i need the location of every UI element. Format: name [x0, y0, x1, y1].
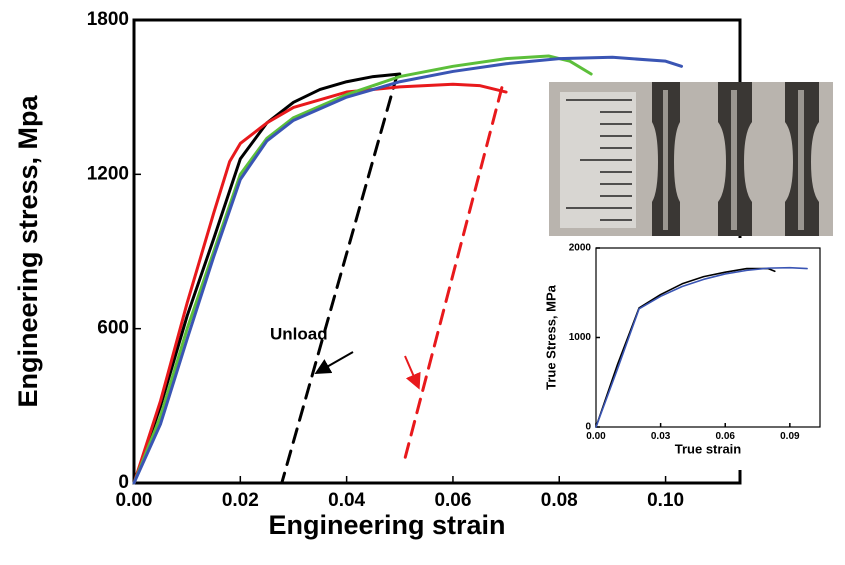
y-tick-label: 1800 [87, 9, 129, 30]
y-tick-label: 1000 [569, 332, 592, 343]
x-tick-label: 0.08 [541, 490, 578, 511]
x-tick-label: 0.10 [647, 490, 684, 511]
x-tick-label: 0.06 [434, 490, 471, 511]
y-tick-label: 2000 [569, 243, 592, 254]
y-tick-label: 600 [97, 318, 129, 339]
x-axis-label: Engineering strain [268, 510, 505, 540]
y-axis-label: True Stress, MPa [543, 284, 558, 390]
x-tick-label: 0.00 [116, 490, 153, 511]
y-tick-label: 1200 [87, 163, 129, 184]
x-tick-label: 0.00 [586, 431, 606, 442]
y-axis-label: Engineering stress, Mpa [13, 94, 43, 407]
photo [549, 82, 833, 236]
series-line [132, 55, 684, 485]
arrow [314, 351, 354, 374]
x-tick-label: 0.09 [780, 431, 800, 442]
x-tick-label: 0.03 [651, 431, 671, 442]
series-line [132, 82, 508, 485]
series-line [132, 72, 402, 485]
x-axis-label: True strain [675, 441, 742, 456]
inset-chart: 0.00 0.03 0.06 0.09 0 1000 2000 True strain True… [543, 243, 821, 456]
series-line [132, 54, 593, 485]
inset-background [540, 238, 836, 470]
annotation: Unload [270, 324, 328, 343]
y-tick-label: 0 [585, 422, 591, 433]
series-line [280, 73, 399, 485]
series-line [402, 86, 504, 464]
series-line [595, 266, 808, 428]
arrow [404, 355, 421, 390]
main-chart: 0.00 0.02 0.04 0.06 0.08 0.10 0 600 1200 1800 Engi… [13, 9, 742, 540]
x-tick-label: 0.02 [222, 490, 259, 511]
x-tick-label: 0.06 [715, 431, 735, 442]
x-tick-label: 0.04 [328, 490, 365, 511]
y-tick-label: 0 [118, 472, 129, 493]
